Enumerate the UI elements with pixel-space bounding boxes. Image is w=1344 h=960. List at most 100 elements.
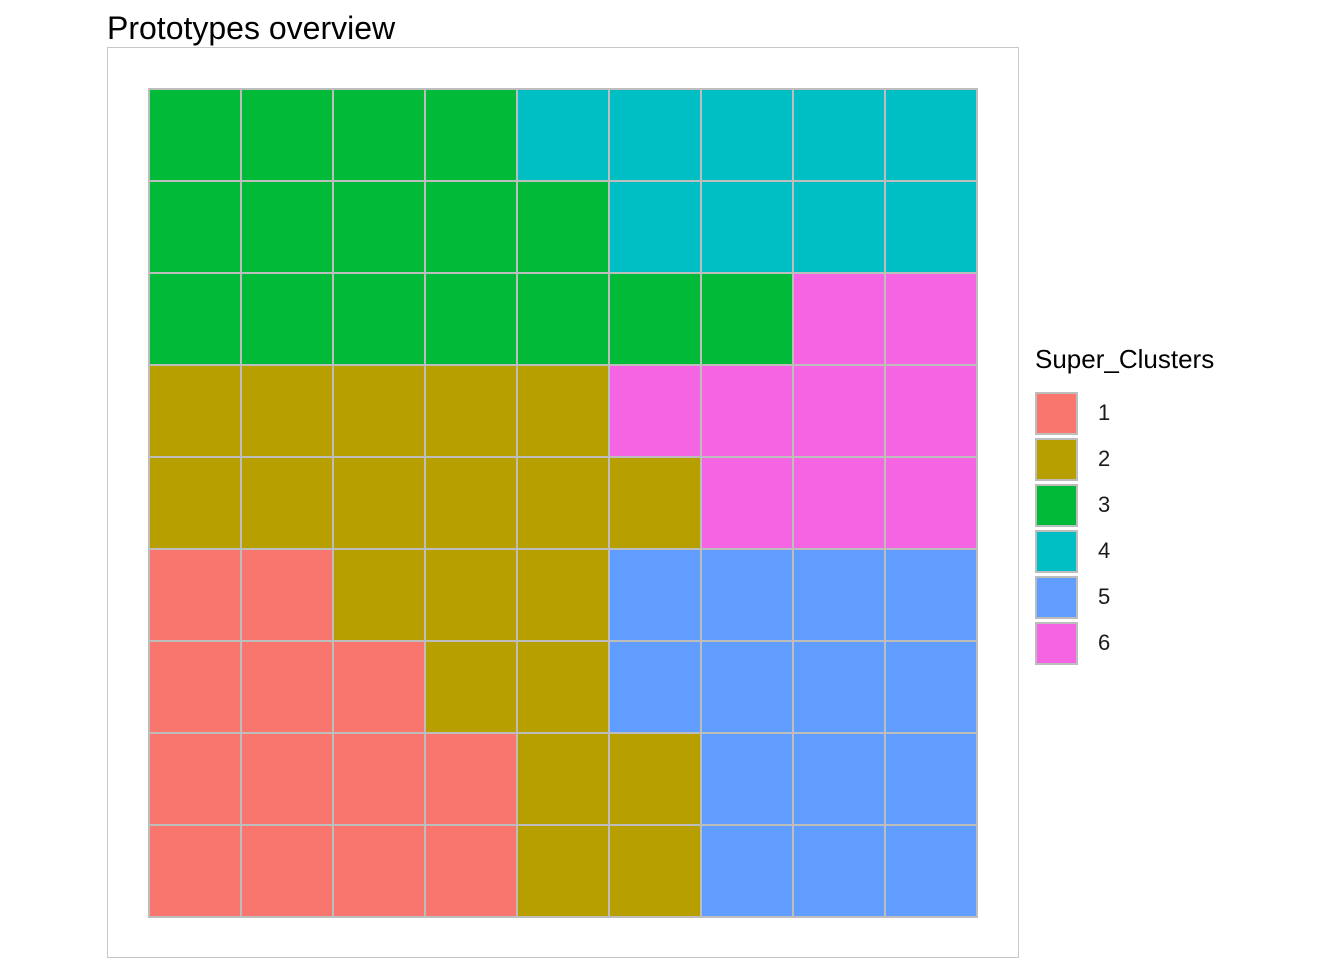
legend-label-4: 4	[1098, 538, 1111, 563]
grid-cell-r8-c2	[240, 732, 334, 826]
legend-key-6	[1035, 621, 1078, 665]
grid-cell-r4-c1	[148, 364, 242, 458]
grid-cell-r4-c7	[700, 364, 794, 458]
grid-cell-r1-c5	[516, 88, 610, 182]
grid-cell-r5-c4	[424, 456, 518, 550]
legend-label-6: 6	[1098, 630, 1111, 655]
legend-item-5: 5	[1035, 574, 1214, 620]
grid-cell-r2-c1	[148, 180, 242, 274]
grid-cell-r2-c4	[424, 180, 518, 274]
grid-cell-r4-c5	[516, 364, 610, 458]
grid-cell-r5-c5	[516, 456, 610, 550]
grid-cell-r9-c5	[516, 824, 610, 918]
grid-cell-r8-c5	[516, 732, 610, 826]
grid-cell-r9-c8	[792, 824, 886, 918]
grid-cell-r2-c9	[884, 180, 978, 274]
grid-cell-r5-c9	[884, 456, 978, 550]
grid-cell-r2-c7	[700, 180, 794, 274]
legend: Super_Clusters 1 2 3 4 5 6	[1035, 344, 1214, 666]
grid-cell-r5-c7	[700, 456, 794, 550]
grid-cell-r9-c3	[332, 824, 426, 918]
legend-key-3	[1035, 483, 1078, 527]
grid-cell-r5-c8	[792, 456, 886, 550]
grid-cell-r4-c8	[792, 364, 886, 458]
grid-cell-r3-c5	[516, 272, 610, 366]
grid-cell-r7-c6	[608, 640, 702, 734]
grid-cell-r7-c5	[516, 640, 610, 734]
grid-cell-r7-c7	[700, 640, 794, 734]
grid-cell-r2-c2	[240, 180, 334, 274]
grid-cell-r8-c8	[792, 732, 886, 826]
grid-cell-r3-c2	[240, 272, 334, 366]
legend-label-3: 3	[1098, 492, 1111, 517]
grid-cell-r1-c2	[240, 88, 334, 182]
grid-cell-r6-c4	[424, 548, 518, 642]
legend-item-6: 6	[1035, 620, 1214, 666]
grid-cell-r2-c5	[516, 180, 610, 274]
grid-cell-r7-c1	[148, 640, 242, 734]
grid-cell-r6-c7	[700, 548, 794, 642]
grid-cell-r3-c7	[700, 272, 794, 366]
legend-item-4: 4	[1035, 528, 1214, 574]
grid-cell-r3-c1	[148, 272, 242, 366]
grid-cell-r9-c2	[240, 824, 334, 918]
grid-cell-r1-c3	[332, 88, 426, 182]
grid-cell-r2-c3	[332, 180, 426, 274]
grid-cell-r6-c3	[332, 548, 426, 642]
grid-cell-r9-c1	[148, 824, 242, 918]
grid-cell-r8-c6	[608, 732, 702, 826]
legend-label-2: 2	[1098, 446, 1111, 471]
legend-title: Super_Clusters	[1035, 344, 1215, 374]
grid-cell-r4-c4	[424, 364, 518, 458]
chart-title: Prototypes overview	[107, 10, 396, 46]
grid-cell-r6-c1	[148, 548, 242, 642]
legend-label-1: 1	[1098, 400, 1111, 425]
grid-cell-r9-c7	[700, 824, 794, 918]
grid-cell-r7-c2	[240, 640, 334, 734]
grid-cell-r3-c3	[332, 272, 426, 366]
grid-cell-r4-c2	[240, 364, 334, 458]
grid-cell-r7-c9	[884, 640, 978, 734]
grid-cell-r4-c3	[332, 364, 426, 458]
grid-cell-r2-c8	[792, 180, 886, 274]
grid-cell-r3-c9	[884, 272, 978, 366]
grid-cell-r6-c5	[516, 548, 610, 642]
grid-cell-r8-c3	[332, 732, 426, 826]
grid-cell-r7-c4	[424, 640, 518, 734]
grid-cell-r3-c4	[424, 272, 518, 366]
grid-cell-r2-c6	[608, 180, 702, 274]
legend-items: 1 2 3 4 5 6	[1035, 390, 1214, 666]
grid-cell-r9-c9	[884, 824, 978, 918]
grid-cell-r7-c8	[792, 640, 886, 734]
grid-cell-r5-c1	[148, 456, 242, 550]
grid-cell-r6-c6	[608, 548, 702, 642]
legend-label-5: 5	[1098, 584, 1111, 609]
grid-cell-r3-c8	[792, 272, 886, 366]
legend-key-4	[1035, 529, 1078, 573]
legend-key-5	[1035, 575, 1078, 619]
grid-cell-r4-c9	[884, 364, 978, 458]
grid-cell-r1-c6	[608, 88, 702, 182]
grid-cell-r6-c9	[884, 548, 978, 642]
grid-cell-r8-c7	[700, 732, 794, 826]
legend-item-3: 3	[1035, 482, 1214, 528]
grid-cell-r9-c6	[608, 824, 702, 918]
grid-cell-r4-c6	[608, 364, 702, 458]
grid-cell-r7-c3	[332, 640, 426, 734]
grid-cell-r8-c1	[148, 732, 242, 826]
legend-item-1: 1	[1035, 390, 1214, 436]
grid-cell-r5-c6	[608, 456, 702, 550]
legend-key-1	[1035, 391, 1078, 435]
grid-cell-r1-c7	[700, 88, 794, 182]
grid-cell-r9-c4	[424, 824, 518, 918]
grid-cell-r6-c2	[240, 548, 334, 642]
grid-cell-r1-c4	[424, 88, 518, 182]
grid-cell-r3-c6	[608, 272, 702, 366]
grid-cell-r8-c4	[424, 732, 518, 826]
grid-cell-r5-c2	[240, 456, 334, 550]
grid-cell-r1-c8	[792, 88, 886, 182]
legend-item-2: 2	[1035, 436, 1214, 482]
grid-cell-r5-c3	[332, 456, 426, 550]
grid-cell-r8-c9	[884, 732, 978, 826]
